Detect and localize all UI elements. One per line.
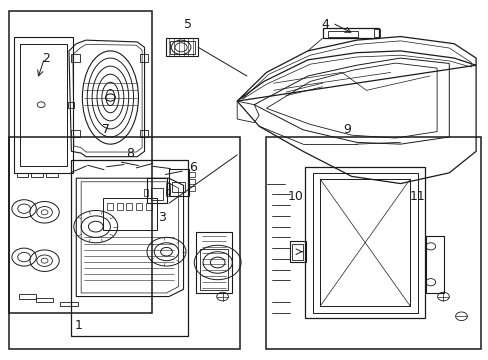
Text: 1: 1 bbox=[75, 319, 82, 332]
Bar bbox=[71, 54, 80, 62]
Bar bbox=[166, 189, 170, 196]
Bar bbox=[188, 179, 195, 184]
Bar bbox=[9, 137, 239, 348]
Bar bbox=[9, 12, 152, 313]
Bar bbox=[140, 130, 148, 137]
Bar bbox=[103, 198, 157, 230]
Bar bbox=[165, 183, 169, 194]
Bar bbox=[312, 173, 417, 313]
Bar bbox=[166, 39, 198, 56]
Bar bbox=[305, 167, 424, 318]
Bar bbox=[373, 30, 379, 37]
Bar bbox=[172, 182, 184, 192]
Bar bbox=[14, 37, 73, 173]
Text: 11: 11 bbox=[409, 190, 425, 203]
Bar bbox=[36, 298, 53, 302]
Bar bbox=[31, 173, 43, 177]
Bar bbox=[188, 172, 195, 177]
Text: 7: 7 bbox=[102, 123, 109, 136]
Text: 8: 8 bbox=[125, 147, 134, 159]
Bar bbox=[140, 54, 148, 62]
Text: 5: 5 bbox=[184, 18, 192, 31]
Bar bbox=[151, 188, 163, 200]
Bar bbox=[19, 294, 36, 299]
Bar bbox=[60, 302, 78, 306]
Bar bbox=[107, 203, 113, 211]
Text: 2: 2 bbox=[42, 51, 50, 64]
Bar bbox=[320, 179, 409, 306]
Bar bbox=[71, 130, 80, 137]
Bar bbox=[144, 189, 148, 196]
Bar bbox=[147, 178, 167, 203]
Text: 4: 4 bbox=[320, 18, 328, 31]
Bar bbox=[425, 235, 444, 293]
Text: 10: 10 bbox=[287, 190, 303, 203]
Bar bbox=[146, 203, 152, 211]
Text: 9: 9 bbox=[342, 123, 350, 136]
Bar bbox=[20, 44, 67, 166]
Bar bbox=[46, 173, 58, 177]
Bar bbox=[290, 241, 305, 262]
Text: 6: 6 bbox=[189, 161, 197, 174]
Bar bbox=[199, 249, 227, 290]
Bar bbox=[266, 137, 480, 348]
Bar bbox=[322, 28, 378, 39]
Bar bbox=[170, 41, 194, 54]
Bar bbox=[68, 102, 74, 108]
Bar bbox=[188, 186, 195, 192]
Bar bbox=[195, 232, 232, 293]
Bar bbox=[71, 160, 188, 336]
Bar bbox=[292, 244, 303, 260]
Bar bbox=[168, 169, 189, 196]
Bar bbox=[136, 203, 142, 211]
Bar bbox=[126, 203, 132, 211]
Bar bbox=[117, 203, 122, 211]
Bar bbox=[328, 31, 357, 37]
Text: 3: 3 bbox=[157, 211, 165, 224]
Bar bbox=[17, 173, 28, 177]
